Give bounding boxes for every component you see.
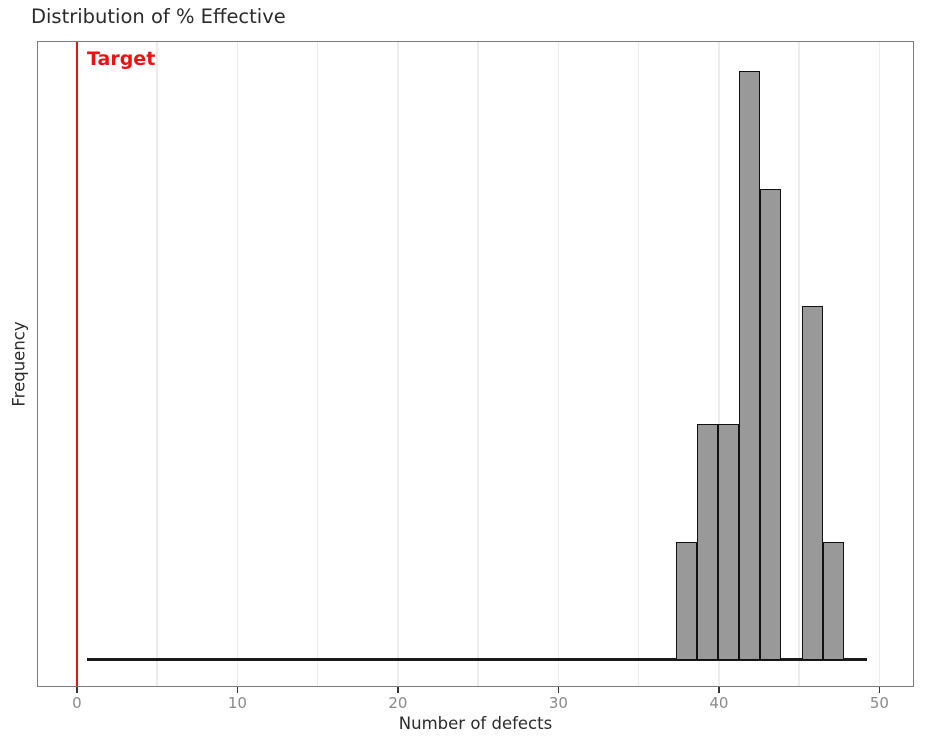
histogram-bar xyxy=(822,542,844,660)
x-tick-mark xyxy=(557,687,560,693)
x-tick-mark xyxy=(718,687,720,693)
y-axis-label: Frequency xyxy=(9,321,29,407)
histogram-bar xyxy=(759,188,781,660)
histogram-bar xyxy=(717,424,739,660)
x-gridline xyxy=(156,41,158,687)
histogram-bar xyxy=(696,424,718,660)
x-axis-ticks: 0 10 20 30 40 50 xyxy=(37,687,914,727)
chart-title: Distribution of % Effective xyxy=(31,5,286,28)
x-tick-label: 30 xyxy=(548,694,568,712)
target-annotation: Target xyxy=(87,48,156,70)
x-axis-label: Number of defects xyxy=(398,714,553,733)
plot-border xyxy=(37,41,914,687)
x-gridline xyxy=(397,41,399,687)
x-tick-mark xyxy=(236,687,239,693)
x-tick-mark xyxy=(878,687,881,693)
x-tick-label: 20 xyxy=(388,694,408,712)
x-gridline xyxy=(477,41,479,687)
x-gridline xyxy=(718,41,720,687)
x-tick-mark xyxy=(397,687,399,693)
x-tick-label: 40 xyxy=(709,694,729,712)
x-gridline xyxy=(878,41,881,687)
x-tick-label: 10 xyxy=(227,694,247,712)
x-tick-label: 0 xyxy=(72,694,82,712)
histogram-bar xyxy=(801,306,823,660)
plot-area: Target xyxy=(37,41,914,687)
x-gridline xyxy=(637,41,640,687)
x-gridline xyxy=(236,41,239,687)
x-gridline xyxy=(316,41,319,687)
histogram-bar xyxy=(738,70,760,660)
x-tick-label: 50 xyxy=(869,694,889,712)
target-line xyxy=(75,41,79,687)
x-tick-mark xyxy=(76,687,78,693)
x-gridline xyxy=(798,41,800,687)
histogram-bar xyxy=(675,542,697,660)
x-gridline xyxy=(557,41,560,687)
zero-frequency-baseline xyxy=(86,657,867,661)
